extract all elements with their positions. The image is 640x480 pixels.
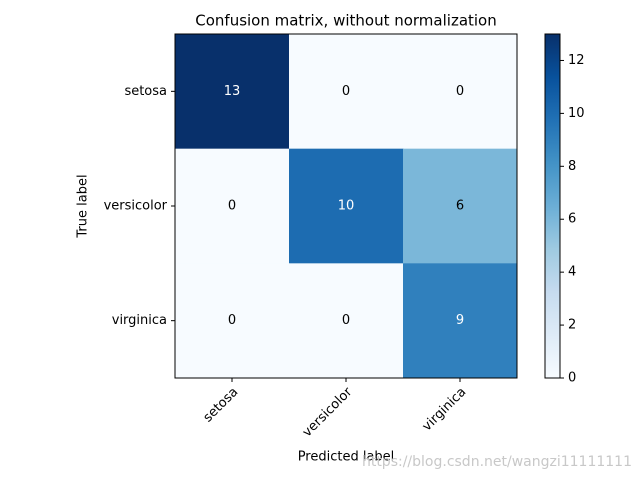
- cell-label: 13: [224, 84, 241, 99]
- heatmap-cell: [175, 148, 290, 264]
- colorbar-tick-label: 6: [568, 212, 576, 227]
- colorbar-tick-label: 4: [568, 265, 576, 280]
- cell-label: 9: [456, 313, 464, 328]
- cell-label: 10: [338, 199, 355, 214]
- x-tick-label: versicolor: [300, 384, 356, 440]
- x-tick-label: setosa: [201, 385, 242, 426]
- x-axis-label: Predicted label: [298, 450, 395, 465]
- watermark: https://blog.csdn.net/wangzi11111111: [362, 454, 632, 470]
- colorbar-tick-label: 10: [568, 106, 585, 121]
- cell-label: 0: [228, 313, 236, 328]
- heatmap-cell: [403, 263, 518, 379]
- cell-label: 6: [456, 199, 464, 214]
- heatmap-cell: [175, 263, 290, 379]
- heatmap-cell: [289, 148, 404, 264]
- heatmap-cell: [403, 148, 518, 264]
- cell-label: 0: [342, 84, 350, 99]
- cell-label: 0: [342, 313, 350, 328]
- heatmap-cell: [289, 34, 404, 150]
- colorbar-tick-label: 2: [568, 318, 576, 333]
- chart-title: Confusion matrix, without normalization: [195, 12, 497, 30]
- heatmap-cell: [403, 34, 518, 150]
- y-tick-label: virginica: [112, 313, 167, 328]
- y-tick-label: versicolor: [104, 199, 168, 214]
- colorbar-tick-label: 8: [568, 159, 576, 174]
- colorbar-tick-label: 0: [568, 371, 576, 386]
- cell-label: 0: [228, 199, 236, 214]
- heatmap-cell: [289, 263, 404, 379]
- colorbar: [544, 33, 561, 379]
- y-tick-label: setosa: [124, 84, 167, 99]
- y-axis-label: True label: [76, 174, 91, 238]
- heatmap-cell: [175, 34, 290, 150]
- cell-label: 0: [456, 84, 464, 99]
- x-tick-label: virginica: [420, 385, 470, 435]
- colorbar-tick-label: 12: [568, 53, 585, 68]
